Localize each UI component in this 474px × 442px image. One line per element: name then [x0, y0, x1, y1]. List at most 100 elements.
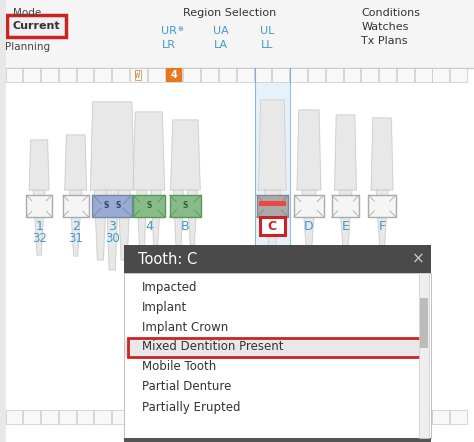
Bar [170, 195, 201, 217]
Bar [94, 410, 111, 424]
Bar [112, 68, 129, 82]
Text: Partial Denture: Partial Denture [142, 381, 231, 393]
Bar [125, 339, 429, 357]
Bar [183, 68, 200, 82]
Polygon shape [302, 190, 316, 258]
FancyBboxPatch shape [7, 15, 66, 37]
Bar [92, 195, 132, 217]
Text: Impacted: Impacted [142, 281, 197, 293]
Text: Mixed Dentition Present: Mixed Dentition Present [142, 340, 283, 354]
Polygon shape [264, 190, 280, 265]
Text: D: D [304, 220, 314, 232]
Bar [201, 410, 218, 424]
Bar [124, 273, 430, 438]
Bar [290, 68, 307, 82]
Bar [219, 410, 236, 424]
Bar [59, 410, 76, 424]
Polygon shape [29, 140, 49, 190]
Polygon shape [335, 115, 356, 190]
Bar [379, 68, 396, 82]
Bar [308, 410, 325, 424]
Bar [361, 410, 378, 424]
Polygon shape [171, 120, 200, 190]
Text: Region Selection: Region Selection [183, 8, 277, 18]
Text: Tooth: C: Tooth: C [138, 251, 197, 267]
Bar [124, 438, 430, 442]
Bar [112, 410, 129, 424]
Text: ⊡: ⊡ [135, 412, 141, 422]
Bar [415, 68, 431, 82]
Polygon shape [137, 190, 147, 255]
Bar [432, 68, 449, 82]
Bar [273, 410, 289, 424]
Bar [368, 195, 396, 217]
Text: Planning: Planning [5, 42, 50, 52]
Text: 4: 4 [171, 70, 177, 80]
Polygon shape [297, 110, 321, 190]
Bar [219, 68, 236, 82]
Bar [432, 410, 449, 424]
Polygon shape [94, 190, 106, 260]
Bar [94, 68, 111, 82]
Polygon shape [70, 190, 82, 256]
Bar [148, 410, 164, 424]
Polygon shape [133, 112, 164, 190]
Bar [344, 68, 360, 82]
Text: B: B [181, 220, 190, 232]
Text: W: W [136, 71, 140, 80]
Bar [63, 195, 89, 217]
Text: ×: × [412, 251, 425, 267]
Polygon shape [118, 190, 130, 260]
Text: S: S [146, 202, 152, 210]
Text: 1: 1 [35, 220, 43, 232]
Text: S: S [116, 202, 121, 210]
Bar [361, 68, 378, 82]
Bar [165, 68, 182, 82]
Polygon shape [258, 100, 286, 190]
Text: Implant Crown: Implant Crown [142, 320, 228, 334]
Text: Conditions: Conditions [361, 8, 420, 18]
Bar [308, 68, 325, 82]
Text: 3: 3 [109, 220, 116, 232]
Bar [165, 410, 182, 424]
Text: E: E [342, 220, 349, 232]
Text: S: S [182, 202, 188, 210]
Bar [6, 68, 474, 442]
Text: F: F [379, 220, 386, 232]
Polygon shape [106, 190, 118, 270]
Bar [237, 68, 254, 82]
Bar [6, 410, 22, 424]
Bar [397, 68, 414, 82]
Text: Partially Erupted: Partially Erupted [142, 400, 240, 414]
Bar [77, 68, 93, 82]
Text: LL: LL [261, 40, 273, 50]
Bar [344, 410, 360, 424]
Bar [23, 68, 40, 82]
Bar [130, 410, 147, 424]
Text: Mode: Mode [13, 8, 41, 18]
Text: ⊕: ⊕ [177, 26, 183, 32]
Bar [290, 410, 307, 424]
Bar [415, 410, 431, 424]
Bar [165, 68, 182, 82]
Bar [77, 410, 93, 424]
Polygon shape [371, 118, 393, 190]
FancyBboxPatch shape [260, 217, 285, 235]
Text: LR: LR [162, 40, 175, 50]
Text: Implant: Implant [142, 301, 187, 313]
Text: Current: Current [12, 21, 60, 31]
Bar [332, 195, 359, 217]
Bar [379, 410, 396, 424]
Bar [23, 410, 40, 424]
Polygon shape [187, 190, 197, 245]
Bar [450, 68, 467, 82]
Text: UL: UL [260, 26, 274, 36]
Bar [124, 245, 430, 273]
Bar [130, 68, 147, 82]
Text: UA: UA [213, 26, 229, 36]
Text: 4: 4 [145, 220, 153, 232]
Text: 31: 31 [68, 232, 83, 244]
Polygon shape [339, 190, 352, 255]
Bar [326, 68, 343, 82]
Text: 30: 30 [105, 232, 119, 244]
